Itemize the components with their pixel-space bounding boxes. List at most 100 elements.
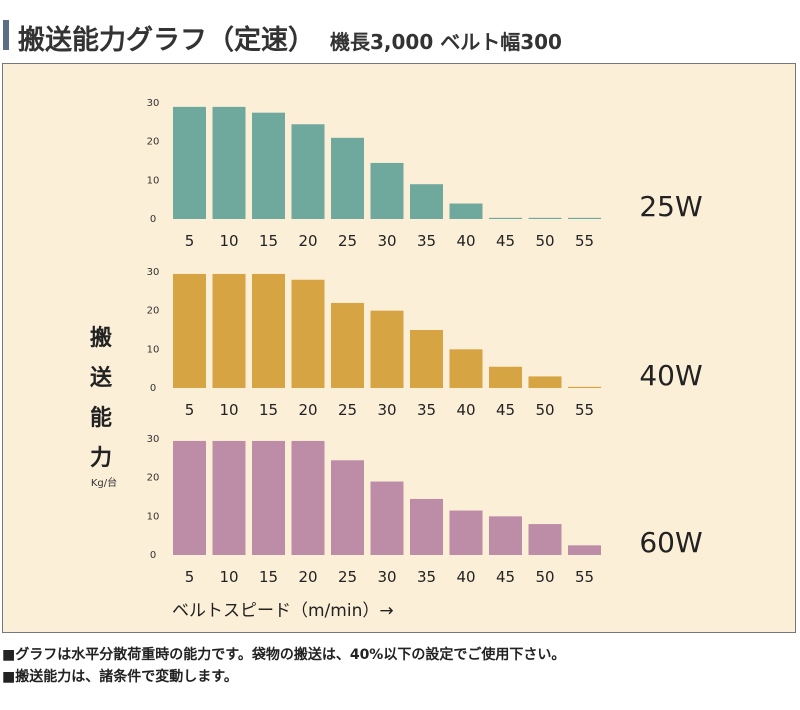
bar (291, 124, 325, 219)
page-title: 搬送能力グラフ（定速） (18, 25, 315, 56)
y-tick-label: 30 (147, 267, 160, 278)
note-1: ■グラフは水平分散荷重時の能力です。袋物の搬送は、40%以下の設定でご使用下さい… (2, 647, 566, 663)
y-axis-label-char-4: 力 (89, 446, 112, 471)
series-label: 40W (639, 359, 702, 392)
bar (331, 302, 364, 388)
series-label: 60W (639, 526, 702, 559)
bar (291, 279, 325, 388)
x-tick-label: 5 (185, 232, 195, 250)
x-tick-label: 20 (298, 401, 317, 419)
x-tick-label: 45 (496, 232, 515, 250)
x-tick-label: 25 (338, 568, 357, 586)
x-tick-label: 55 (575, 568, 594, 586)
x-tick-label: 55 (575, 401, 594, 419)
bar (489, 217, 522, 219)
chart-25W: 30 20 10 0 5 10 15 20 25 30 35 40 45 50 55 25W (147, 98, 703, 250)
x-tick-label: 50 (535, 232, 554, 250)
chart-60W: 30 20 10 0 5 10 15 20 25 30 35 40 45 50 55 60W (147, 434, 703, 586)
y-axis-label: 搬 送 能 力 (81, 319, 121, 479)
x-tick-label: 50 (535, 568, 554, 586)
bar (212, 106, 246, 219)
bar (212, 273, 246, 388)
bar (410, 498, 443, 555)
x-tick-label: 30 (377, 232, 396, 250)
bar (410, 184, 443, 219)
y-tick-label: 20 (147, 473, 160, 484)
bar (449, 203, 483, 219)
bar (291, 440, 325, 555)
bar (212, 440, 246, 555)
x-tick-label: 30 (377, 401, 396, 419)
bar (568, 545, 601, 555)
y-tick-label: 10 (147, 175, 160, 186)
x-tick-label: 20 (298, 232, 317, 250)
x-tick-label: 35 (417, 401, 436, 419)
y-tick-label: 30 (147, 434, 160, 445)
bar (370, 310, 404, 388)
x-tick-label: 15 (259, 401, 278, 419)
page-subtitle: 機長3,000 ベルト幅300 (330, 30, 562, 54)
title-bar: 搬送能力グラフ（定速） 機長3,000 ベルト幅300 (0, 12, 800, 60)
x-tick-label: 35 (417, 568, 436, 586)
x-tick-label: 10 (219, 568, 238, 586)
x-tick-label: 20 (298, 568, 317, 586)
x-tick-label: 35 (417, 232, 436, 250)
series-label: 25W (639, 190, 702, 223)
x-tick-label: 45 (496, 568, 515, 586)
notes: ■グラフは水平分散荷重時の能力です。袋物の搬送は、40%以下の設定でご使用下さい… (0, 644, 800, 688)
y-tick-label: 10 (147, 344, 160, 355)
bar (252, 440, 285, 555)
x-tick-label: 10 (219, 401, 238, 419)
y-tick-label: 20 (147, 137, 160, 148)
bar (370, 481, 404, 555)
note-2: ■搬送能力は、諸条件で変動します。 (2, 669, 238, 685)
x-tick-label: 25 (338, 232, 357, 250)
x-tick-label: 25 (338, 401, 357, 419)
x-tick-label: 55 (575, 232, 594, 250)
bar (528, 524, 562, 555)
bar (331, 460, 364, 555)
y-axis-label-char-2: 送 (89, 366, 112, 391)
x-tick-label: 5 (185, 401, 195, 419)
bar (568, 217, 601, 219)
bar (528, 217, 562, 219)
x-tick-label: 50 (535, 401, 554, 419)
y-axis-label-char-1: 搬 (89, 326, 112, 351)
y-axis-label-char-3: 能 (89, 406, 112, 431)
x-axis-label: ベルトスピード（m/min）→ (172, 601, 394, 621)
chart-40W: 30 20 10 0 5 10 15 20 25 30 35 40 45 50 55 40W (147, 267, 703, 419)
bar (568, 386, 601, 388)
bar (449, 349, 483, 388)
bar (331, 137, 364, 219)
bar (173, 440, 206, 555)
bar (489, 516, 522, 555)
x-tick-label: 45 (496, 401, 515, 419)
bar (528, 376, 562, 388)
x-tick-label: 15 (259, 232, 278, 250)
title-accent-bar (3, 20, 9, 50)
y-tick-label: 10 (147, 511, 160, 522)
y-tick-label: 0 (150, 550, 156, 561)
y-axis-unit: Kg/台 (90, 478, 118, 489)
bar (489, 366, 522, 388)
x-tick-label: 40 (456, 232, 475, 250)
bar (370, 162, 404, 219)
bar (252, 273, 285, 388)
x-tick-label: 5 (185, 568, 195, 586)
bar (252, 112, 285, 219)
x-tick-label: 40 (456, 401, 475, 419)
y-tick-label: 0 (150, 214, 156, 225)
x-tick-label: 40 (456, 568, 475, 586)
chart-panel: 30 20 10 0 5 10 15 20 25 30 35 40 45 50 55 25W 30 20 10 0 5 1… (2, 63, 796, 633)
x-tick-label: 15 (259, 568, 278, 586)
y-tick-label: 0 (150, 383, 156, 394)
bar (410, 330, 443, 388)
bar (173, 106, 206, 219)
x-tick-label: 30 (377, 568, 396, 586)
y-tick-label: 30 (147, 98, 160, 109)
bar (173, 273, 206, 388)
bar (449, 510, 483, 555)
y-tick-label: 20 (147, 306, 160, 317)
x-tick-label: 10 (219, 232, 238, 250)
